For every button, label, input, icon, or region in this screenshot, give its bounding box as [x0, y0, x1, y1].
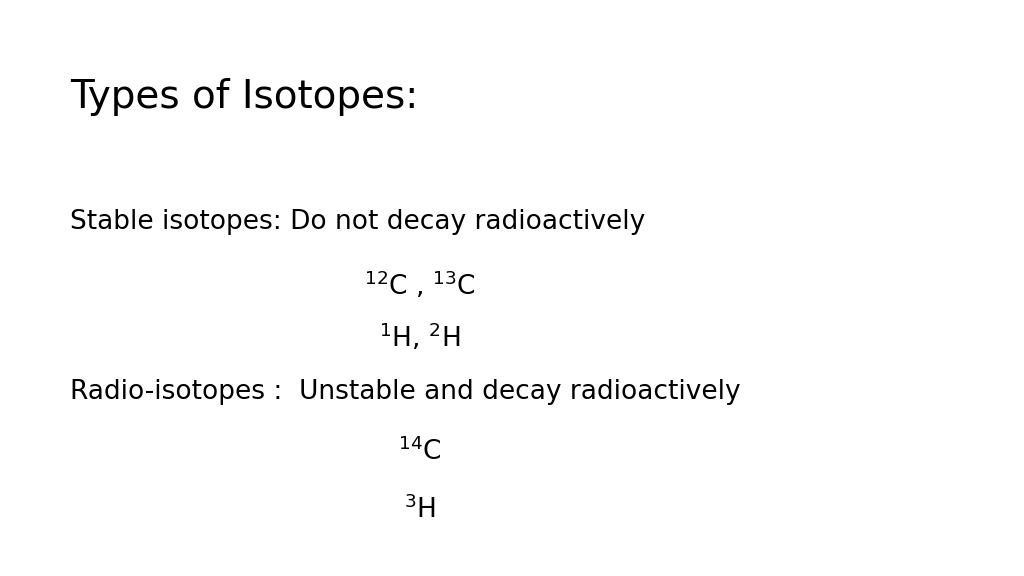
Text: Types of Isotopes:: Types of Isotopes:: [70, 78, 418, 116]
Text: Stable isotopes: Do not decay radioactively: Stable isotopes: Do not decay radioactiv…: [70, 209, 645, 235]
Text: $^{14}$C: $^{14}$C: [398, 438, 441, 467]
Text: $^{3}$H: $^{3}$H: [403, 495, 436, 524]
Text: $^{12}$C , $^{13}$C: $^{12}$C , $^{13}$C: [365, 270, 475, 301]
Text: $^{1}$H, $^{2}$H: $^{1}$H, $^{2}$H: [379, 321, 461, 353]
Text: Radio-isotopes :  Unstable and decay radioactively: Radio-isotopes : Unstable and decay radi…: [70, 378, 740, 405]
